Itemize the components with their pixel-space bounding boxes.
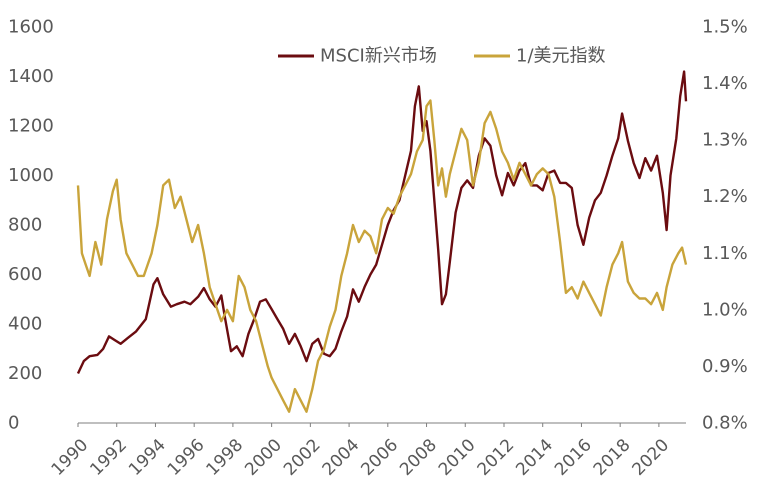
x-tick-label: 2012 <box>474 435 519 480</box>
x-tick-label: 2016 <box>551 435 596 480</box>
series-lines <box>76 70 688 413</box>
x-tick-label: 1994 <box>125 435 170 480</box>
x-tick-label: 1996 <box>164 435 209 480</box>
x-tick-label: 2020 <box>629 435 674 480</box>
legend-label: 1/美元指数 <box>516 46 606 67</box>
x-tick-label: 2006 <box>357 435 402 480</box>
x-tick-label: 2008 <box>396 435 441 480</box>
x-tick-label: 1990 <box>48 435 93 480</box>
y-tick-label: 800 <box>8 215 42 236</box>
x-tick-label: 1992 <box>86 435 131 480</box>
legend: MSCI新兴市场 1/美元指数 <box>278 46 606 67</box>
x-tick-label: 2018 <box>590 435 635 480</box>
y2-tick-label: 1.4% <box>702 73 748 94</box>
y2-tick-label: 0.8% <box>702 413 748 434</box>
x-tick-label: 2014 <box>512 435 557 480</box>
y-tick-label: 400 <box>8 314 42 335</box>
inverse-dxy-series-line <box>76 99 688 413</box>
x-tick-label: 2000 <box>241 435 286 480</box>
y-tick-label: 200 <box>8 363 42 384</box>
x-tick-label: 2010 <box>435 435 480 480</box>
x-tick-label: 2004 <box>319 435 364 480</box>
msci-em-series-line <box>76 70 688 375</box>
y2-tick-label: 1.0% <box>702 299 748 320</box>
y-tick-label: 1000 <box>8 165 54 186</box>
y-tick-label: 1400 <box>8 66 54 87</box>
y2-tick-label: 1.2% <box>702 186 748 207</box>
y-tick-label: 600 <box>8 264 42 285</box>
y-tick-label: 1600 <box>8 17 54 38</box>
x-tick-label: 1998 <box>203 435 248 480</box>
y-tick-label: 1200 <box>8 116 54 137</box>
y2-tick-label: 1.1% <box>702 243 748 264</box>
y2-tick-label: 1.5% <box>702 17 748 38</box>
y2-tick-label: 1.3% <box>702 130 748 151</box>
x-tick-label: 2002 <box>280 435 325 480</box>
y2-tick-label: 0.9% <box>702 356 748 377</box>
y-tick-label: 0 <box>8 413 19 434</box>
legend-label: MSCI新兴市场 <box>320 46 437 67</box>
